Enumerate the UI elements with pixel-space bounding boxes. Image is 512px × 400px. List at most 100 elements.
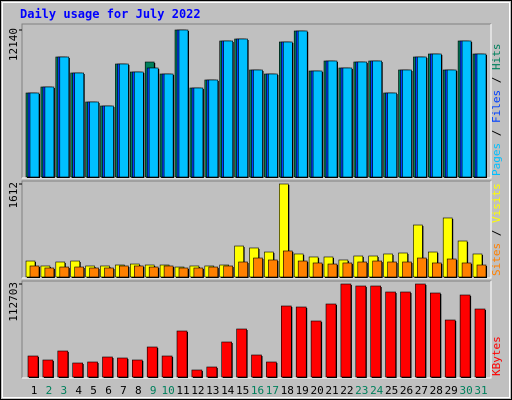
bar	[268, 73, 278, 178]
bar	[461, 40, 472, 178]
bar	[297, 260, 308, 278]
bar	[312, 70, 323, 178]
bar-group	[89, 267, 100, 278]
bar	[387, 261, 397, 278]
bar-group	[253, 69, 264, 178]
bar-group	[476, 264, 487, 278]
bar-group	[444, 319, 457, 378]
x-tick-label: 18	[281, 384, 294, 397]
bar	[119, 265, 129, 278]
bar-group	[268, 73, 279, 178]
bar	[357, 261, 368, 278]
bar	[132, 359, 143, 378]
bar	[104, 105, 114, 178]
x-tick-label: 29	[445, 384, 458, 397]
bar	[176, 330, 188, 378]
bar-group	[119, 63, 130, 178]
bar-group	[104, 267, 115, 278]
bar	[102, 356, 113, 378]
x-tick-label: 11	[176, 384, 189, 397]
bar	[431, 262, 442, 278]
legend-entry: Pages	[490, 143, 503, 176]
bar	[223, 40, 233, 178]
bar-group	[402, 261, 413, 278]
bar-group	[163, 265, 175, 278]
x-tick-label: 17	[266, 384, 279, 397]
x-tick-label: 20	[310, 384, 323, 397]
x-tick-label: 13	[206, 384, 219, 397]
bar-group	[325, 303, 337, 378]
bar-group	[312, 70, 324, 178]
bar	[417, 56, 427, 178]
bar	[474, 308, 486, 378]
bar	[72, 362, 83, 378]
panel-border	[21, 23, 491, 178]
bar-group	[178, 267, 189, 278]
x-tick-label: 3	[60, 384, 67, 397]
x-tick-label: 31	[474, 384, 487, 397]
bar-group	[400, 291, 412, 378]
bar-group	[282, 41, 294, 178]
bar-group	[266, 361, 278, 378]
bar-group	[87, 361, 99, 378]
bar-group	[89, 101, 100, 178]
bar	[372, 260, 383, 278]
y-tick-label: 1612	[7, 182, 20, 209]
bar	[89, 267, 99, 278]
bar	[193, 267, 204, 278]
x-tick-label: 16	[251, 384, 264, 397]
bar	[163, 73, 174, 178]
x-tick-label: 22	[340, 384, 353, 397]
bar-group	[238, 38, 249, 178]
bar-group	[415, 283, 427, 378]
bar	[387, 92, 397, 178]
bar-group	[208, 266, 219, 278]
bar	[402, 261, 412, 278]
bar	[342, 67, 353, 178]
legend-separator: /	[490, 70, 503, 90]
bar	[57, 350, 69, 378]
bar	[221, 341, 232, 378]
bar	[476, 53, 487, 178]
bar-group	[355, 285, 367, 378]
bar-group	[431, 53, 443, 178]
bar	[295, 306, 307, 378]
bar	[208, 266, 219, 278]
bar	[44, 86, 55, 178]
bar	[357, 61, 368, 178]
x-tick-label: 9	[150, 384, 157, 397]
bar	[29, 92, 40, 178]
bar	[476, 264, 487, 278]
bar-group	[327, 263, 338, 278]
bar-group	[148, 67, 160, 178]
bar-group	[251, 354, 263, 378]
bar-group	[191, 369, 203, 378]
x-tick-label: 14	[221, 384, 235, 397]
bar	[312, 262, 323, 278]
bar	[236, 328, 247, 378]
bar	[400, 291, 411, 378]
bar-group	[148, 266, 160, 278]
bar	[44, 267, 55, 278]
bar	[74, 72, 84, 178]
legend-entry: Visits	[490, 183, 503, 223]
bar-group	[29, 265, 40, 278]
bar-group	[402, 69, 413, 178]
bar-group	[312, 262, 324, 278]
bar	[251, 354, 262, 378]
bar	[253, 257, 263, 278]
bar	[446, 69, 457, 178]
bar-group	[476, 53, 487, 178]
bar-group	[29, 92, 40, 178]
bar	[104, 267, 114, 278]
x-tick-label: 10	[161, 384, 174, 397]
bar-group	[357, 61, 368, 179]
x-tick-label: 5	[90, 384, 97, 397]
bar-group	[57, 350, 69, 378]
legend: KBytes	[490, 336, 503, 376]
bar	[297, 30, 308, 178]
bar-group	[42, 359, 54, 378]
bar	[148, 266, 159, 278]
x-tick-label: 25	[385, 384, 398, 397]
